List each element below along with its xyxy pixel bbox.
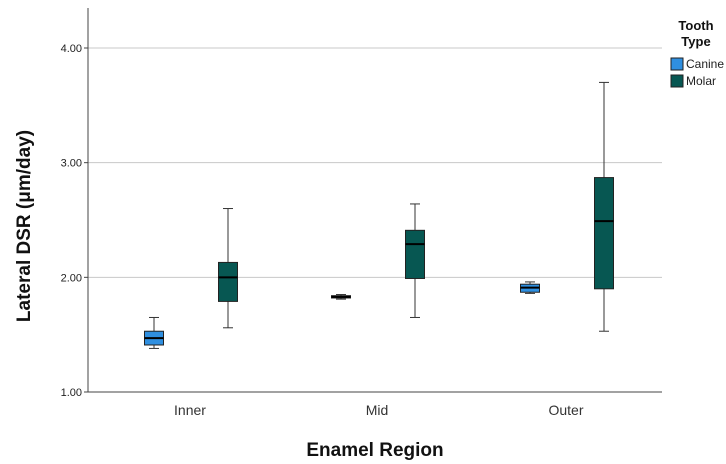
legend-label-canine: Canine [686, 57, 724, 71]
legend-swatch-molar [670, 74, 684, 88]
box-molar-mid [405, 203, 425, 318]
legend-title-line-1: Tooth [678, 18, 713, 33]
y-tick-label: 3.00 [61, 158, 82, 170]
x-tick-label: Inner [174, 402, 206, 418]
legend-items: Canine Molar [670, 57, 724, 88]
y-tick-label: 2.00 [61, 272, 82, 284]
x-tick-label: Mid [366, 402, 389, 418]
box-molar-outer [594, 81, 614, 332]
box-canine-outer [520, 281, 540, 294]
y-axis-ticks: 1.00 2.00 3.00 4.00 [61, 43, 88, 399]
box-molar-inner [218, 208, 238, 329]
x-axis-title: Enamel Region [306, 440, 443, 461]
legend: Tooth Type Canine Molar [670, 18, 724, 88]
box-plots [144, 81, 614, 349]
y-tick-label: 4.00 [61, 43, 82, 55]
legend-swatch-canine [670, 57, 684, 71]
y-tick-label: 1.00 [61, 387, 82, 399]
legend-label-molar: Molar [686, 74, 716, 88]
box-iqr [218, 261, 238, 302]
box-canine-mid [331, 294, 351, 300]
box-iqr [594, 177, 614, 290]
legend-title-line-2: Type [681, 34, 710, 49]
y-axis-title: Lateral DSR (μm/day) [14, 130, 35, 322]
box-iqr [405, 229, 425, 279]
x-axis-ticks: Inner Mid Outer [174, 402, 584, 418]
box-canine-inner [144, 316, 164, 349]
x-tick-label: Outer [548, 402, 583, 418]
grid-lines [88, 47, 662, 278]
